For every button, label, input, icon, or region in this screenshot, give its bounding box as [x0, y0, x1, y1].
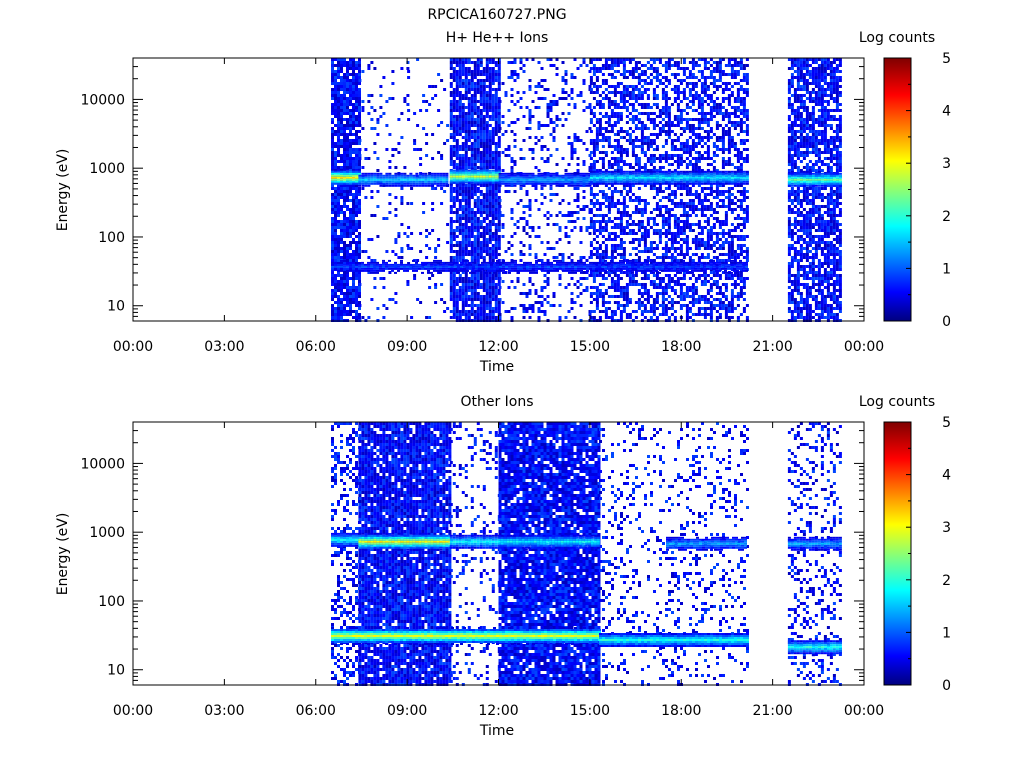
energy-band	[788, 171, 842, 189]
x-tick-label: 03:00	[204, 703, 244, 719]
data-segment	[450, 422, 501, 686]
x-tick-label: 00:00	[844, 703, 884, 719]
energy-band	[331, 533, 361, 549]
panel-title: Other Ions	[460, 394, 533, 410]
y-tick-label: 100	[98, 230, 125, 246]
y-tick-label: 100	[98, 594, 125, 610]
energy-band	[788, 638, 842, 656]
colorbar-tick-label: 0	[942, 314, 951, 330]
x-tick-label: 21:00	[752, 703, 792, 719]
x-tick-label: 15:00	[570, 703, 610, 719]
x-tick-label: 00:00	[113, 703, 153, 719]
x-tick-label: 00:00	[844, 339, 884, 355]
x-tick-label: 00:00	[113, 339, 153, 355]
colorbar-label: Log counts	[859, 30, 935, 46]
x-axis-label: Time	[479, 723, 514, 739]
panel-other-ions: Other Ions 00:00 03:00 06:00 09:00 12:00 15:0…	[55, 394, 951, 739]
colorbar-tick-label: 1	[942, 261, 951, 277]
energy-band	[358, 533, 451, 551]
x-tick-label: 03:00	[204, 339, 244, 355]
spectrogram-area	[331, 58, 842, 322]
colorbar: Log counts 0 1 2 3 4 5	[859, 394, 951, 694]
colorbar-gradient	[884, 58, 911, 321]
data-segment	[358, 422, 451, 686]
energy-band	[358, 173, 448, 187]
colorbar-label: Log counts	[859, 394, 935, 410]
y-axis-label: Energy (eV)	[55, 149, 71, 232]
x-axis-label: Time	[479, 359, 514, 375]
colorbar-tick-label: 0	[942, 678, 951, 694]
x-tick-label: 18:00	[661, 703, 701, 719]
x-tick-label: 06:00	[296, 339, 336, 355]
energy-band	[331, 169, 361, 187]
energy-band	[590, 171, 749, 185]
data-segment	[407, 58, 449, 319]
energy-band	[599, 631, 749, 649]
panel-title: H+ He++ Ions	[446, 30, 549, 46]
data-segment	[499, 58, 592, 322]
colorbar-tick-label: 5	[942, 415, 951, 431]
colorbar-tick-label: 1	[942, 625, 951, 641]
colorbar-tick-label: 4	[942, 104, 951, 120]
colorbar-tick-label: 4	[942, 468, 951, 484]
figure-title: RPCICA160727.PNG	[427, 7, 566, 23]
energy-band	[666, 537, 747, 551]
colorbar-gradient	[884, 422, 911, 685]
y-axis-label: Energy (eV)	[55, 513, 71, 596]
spectrogram-figure: RPCICA160727.PNG H+ He++ Ions 00:00 03:00…	[0, 0, 1024, 768]
data-segment	[331, 422, 361, 686]
x-tick-label: 12:00	[478, 339, 518, 355]
x-tick-label: 09:00	[387, 339, 427, 355]
x-tick-label: 09:00	[387, 703, 427, 719]
x-tick-label: 21:00	[752, 339, 792, 355]
data-segment	[450, 58, 501, 322]
y-tick-label: 10000	[80, 456, 125, 472]
x-tick-label: 12:00	[478, 703, 518, 719]
x-tick-label: 06:00	[296, 703, 336, 719]
energy-band	[499, 173, 592, 187]
y-tick-label: 1000	[89, 525, 125, 541]
data-segment	[788, 58, 842, 322]
y-tick-label: 10	[107, 299, 125, 315]
y-tick-label: 1000	[89, 161, 125, 177]
x-tick-label: 15:00	[570, 339, 610, 355]
energy-band	[331, 627, 601, 645]
energy-band	[788, 537, 842, 551]
colorbar: Log counts 0 1 2 3 4 5	[859, 30, 951, 330]
energy-band	[450, 533, 600, 551]
colorbar-tick-label: 3	[942, 520, 951, 536]
x-tick-label: 18:00	[661, 339, 701, 355]
colorbar-tick-label: 2	[942, 573, 951, 589]
data-segment	[358, 61, 409, 322]
data-segment	[590, 58, 749, 322]
energy-band	[450, 168, 501, 186]
spectrogram-area	[331, 422, 842, 686]
colorbar-tick-label: 3	[942, 156, 951, 172]
panel-h-he-ions: H+ He++ Ions 00:00 03:00 06:00 09:00 12:00 15…	[55, 30, 951, 375]
data-segment	[331, 58, 361, 322]
y-tick-label: 10000	[80, 92, 125, 108]
colorbar-tick-label: 2	[942, 209, 951, 225]
colorbar-tick-label: 5	[942, 51, 951, 67]
data-segment	[499, 422, 601, 686]
y-tick-label: 10	[107, 663, 125, 679]
